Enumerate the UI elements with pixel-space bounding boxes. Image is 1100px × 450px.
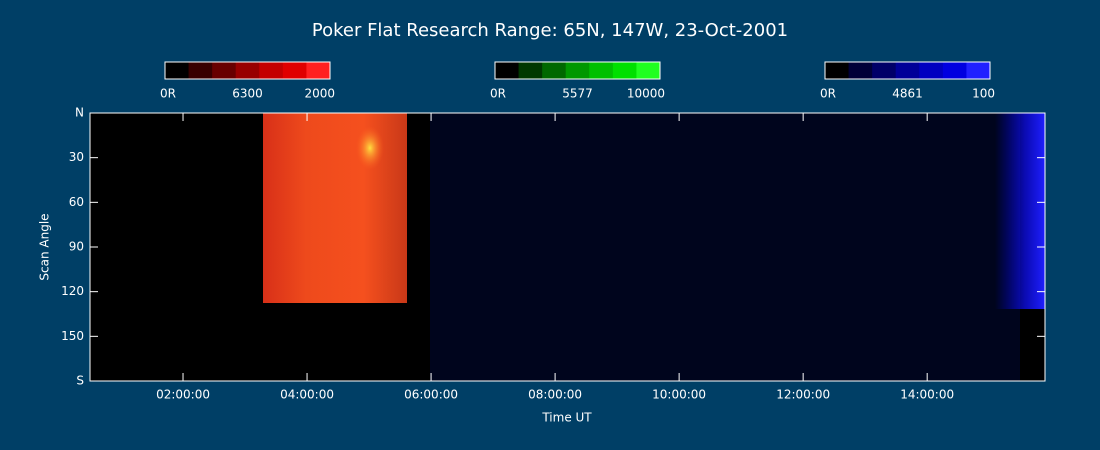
colorbar-label: 0R bbox=[490, 87, 506, 101]
colorbar-cell bbox=[306, 62, 331, 79]
colorbar-frame bbox=[824, 61, 991, 80]
y-tick-label: 60 bbox=[69, 195, 84, 209]
y-tick-label: 90 bbox=[69, 240, 84, 254]
y-tick-label: N bbox=[75, 106, 84, 120]
colorbar-cell bbox=[165, 62, 190, 79]
colorbar-label: 0R bbox=[820, 87, 836, 101]
x-tick-label: 04:00:00 bbox=[280, 388, 334, 402]
colorbar-cell bbox=[895, 62, 920, 79]
y-tick-label: 30 bbox=[69, 150, 84, 164]
colorbar-label: 6300 bbox=[232, 87, 263, 101]
colorbar-cell bbox=[942, 62, 967, 79]
x-tick-label: 02:00:00 bbox=[156, 388, 210, 402]
red-emission bbox=[263, 113, 407, 303]
colorbar-cell bbox=[282, 62, 307, 79]
colorbar-cell bbox=[542, 62, 567, 79]
colorbar-label: 0R bbox=[160, 87, 176, 101]
colorbar-frame bbox=[164, 61, 331, 80]
colorbar-cell bbox=[212, 62, 237, 79]
colorbar-frame bbox=[494, 61, 661, 80]
bright-patch bbox=[356, 126, 384, 170]
colorbar-cell bbox=[259, 62, 284, 79]
colorbar-label: 10000 bbox=[627, 87, 665, 101]
x-tick-label: 10:00:00 bbox=[652, 388, 706, 402]
colorbar-label: 5577 bbox=[562, 87, 593, 101]
blue-emission bbox=[995, 113, 1045, 309]
x-tick-label: 12:00:00 bbox=[776, 388, 830, 402]
y-tick-label: 150 bbox=[61, 329, 84, 343]
colorbar-label: 100 bbox=[972, 87, 995, 101]
colorbar-cell bbox=[872, 62, 897, 79]
x-axis-label: Time UT bbox=[541, 411, 592, 425]
x-tick-label: 06:00:00 bbox=[404, 388, 458, 402]
colorbar-cell bbox=[825, 62, 850, 79]
colorbar-cell bbox=[188, 62, 213, 79]
y-axis-label: Scan Angle bbox=[38, 213, 52, 280]
colorbar-cell bbox=[636, 62, 661, 79]
colorbar-cell bbox=[589, 62, 614, 79]
colorbar-label: 4861 bbox=[892, 87, 923, 101]
colorbar-cell bbox=[565, 62, 590, 79]
colorbar-cell bbox=[518, 62, 543, 79]
y-tick-label: S bbox=[76, 374, 84, 388]
colorbar-cell bbox=[612, 62, 637, 79]
colorbar-cell bbox=[919, 62, 944, 79]
colorbar-cell bbox=[235, 62, 260, 79]
colorbar-cell bbox=[495, 62, 520, 79]
colorbar-cell bbox=[966, 62, 991, 79]
x-tick-label: 14:00:00 bbox=[900, 388, 954, 402]
y-tick-label: 120 bbox=[61, 284, 84, 298]
colorbar-cell bbox=[848, 62, 873, 79]
colorbar-label: 2000 bbox=[304, 87, 335, 101]
background-glow bbox=[430, 113, 1020, 381]
x-tick-label: 08:00:00 bbox=[528, 388, 582, 402]
chart-title: Poker Flat Research Range: 65N, 147W, 23… bbox=[312, 20, 788, 41]
